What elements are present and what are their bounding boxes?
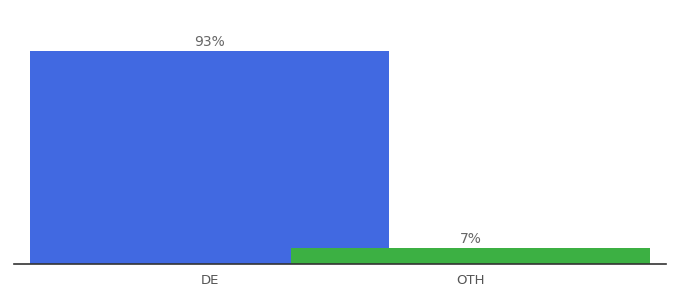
- Text: 7%: 7%: [460, 232, 481, 246]
- Text: 93%: 93%: [194, 35, 225, 49]
- Bar: [291, 248, 650, 264]
- Bar: [30, 51, 389, 264]
